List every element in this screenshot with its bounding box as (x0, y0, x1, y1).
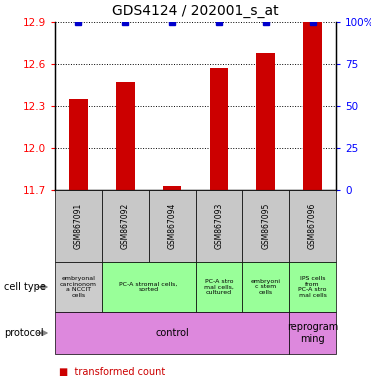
Text: ■  transformed count: ■ transformed count (59, 367, 165, 377)
Text: PC-A stromal cells,
sorted: PC-A stromal cells, sorted (119, 281, 178, 292)
Text: protocol: protocol (4, 328, 43, 338)
Bar (256, 53, 275, 190)
Bar (163, 186, 181, 190)
Text: reprogram
ming: reprogram ming (287, 322, 338, 344)
Title: GDS4124 / 202001_s_at: GDS4124 / 202001_s_at (112, 4, 279, 18)
Text: GSM867092: GSM867092 (121, 203, 130, 249)
Text: GSM867094: GSM867094 (168, 203, 177, 249)
Bar (303, 22, 322, 190)
Text: cell type: cell type (4, 282, 46, 292)
Text: embryonal
carcinonom
a NCCIT
cells: embryonal carcinonom a NCCIT cells (60, 276, 97, 298)
Text: IPS cells
from
PC-A stro
mal cells: IPS cells from PC-A stro mal cells (298, 276, 327, 298)
Bar (116, 82, 135, 190)
Text: GSM867095: GSM867095 (261, 203, 270, 249)
Text: embryoni
c stem
cells: embryoni c stem cells (251, 279, 281, 295)
Text: GSM867091: GSM867091 (74, 203, 83, 249)
Bar (69, 99, 88, 190)
Text: PC-A stro
mal cells,
cultured: PC-A stro mal cells, cultured (204, 279, 234, 295)
Text: GSM867096: GSM867096 (308, 203, 317, 249)
Text: GSM867093: GSM867093 (214, 203, 223, 249)
Text: control: control (155, 328, 189, 338)
Bar (210, 68, 228, 190)
